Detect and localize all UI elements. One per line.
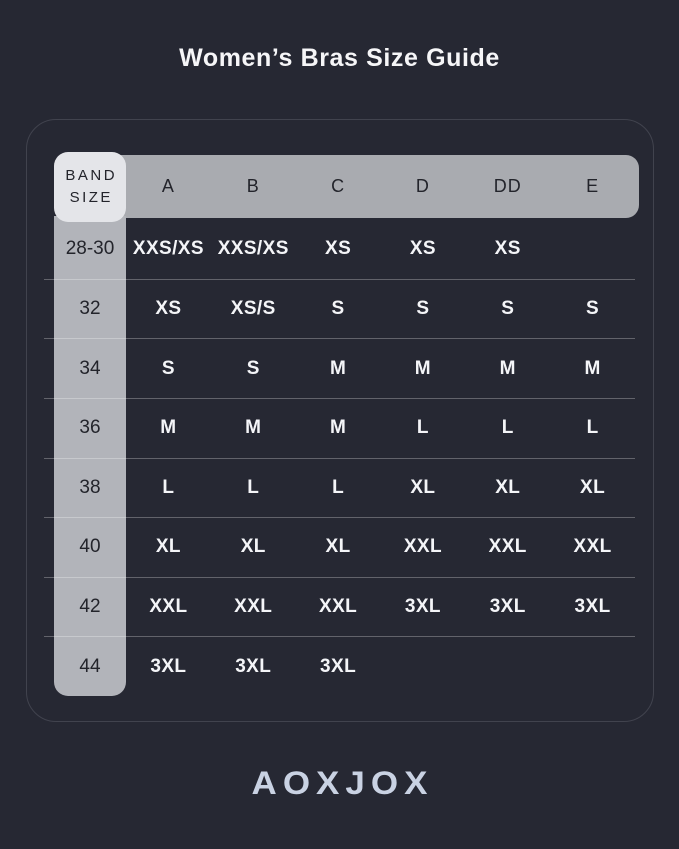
size-value-cell: XL [550,457,635,518]
band-size-cell: 40 [44,517,126,577]
size-value-cell: 3XL [126,636,211,696]
size-value-cell: XS [126,278,211,339]
size-value-cell: L [550,397,635,458]
size-table-panel: BAND SIZE A B C D DD E 28-30 XXS/XS XXS/XS XS XS XS… [26,119,654,722]
page-title: Women’s Bras Size Guide [179,44,500,72]
size-value-cell: M [210,397,296,458]
band-size-column-strip [54,216,126,696]
size-value-cell: M [295,397,381,458]
size-value-cell: XXS/XS [217,237,289,259]
size-value-cell: S [295,278,381,339]
size-value-cell: 3XL [210,636,296,696]
size-value-cell: 3XL [465,576,551,637]
band-size-cell: 36 [44,397,126,458]
size-value-cell: 3XL [550,576,635,637]
band-size-cell: 44 [44,636,126,696]
size-value-cell: XXL [550,517,635,577]
size-value-cell: XXL [380,517,466,577]
size-value-cell [550,219,635,279]
size-value-cell: XS [325,237,352,259]
cup-header-b: B [246,175,260,196]
size-value-cell: L [465,397,551,458]
size-value-cell: L [210,457,296,518]
brand-logo: AOXJOX [251,765,434,802]
band-size-cell: 42 [44,576,126,637]
size-value-cell: L [295,457,381,518]
cup-size-header-bar [56,155,639,218]
size-value-cell: M [295,338,381,398]
size-value-cell [465,636,551,696]
band-size-cell: 38 [44,457,126,518]
size-value-cell: L [380,397,466,458]
band-size-header-line1: BAND [65,166,118,184]
size-value-cell: XXS/XS [132,237,204,259]
size-value-cell: S [210,338,296,398]
cup-header-c: C [331,175,346,196]
size-value-cell [380,636,466,696]
size-value-cell: M [465,338,551,398]
cup-header-d: D [415,175,430,196]
size-value-cell: M [126,397,211,458]
size-value-cell: XL [380,457,466,518]
size-value-cell: XXL [210,576,296,637]
size-value-cell: XXL [465,517,551,577]
size-value-cell: XXL [126,576,211,637]
size-value-cell: XXL [295,576,381,637]
cup-header-a: A [161,175,175,196]
band-size-cell: 34 [44,338,126,398]
band-size-header-line2: SIZE [69,189,113,206]
size-value-cell: XS/S [210,278,296,339]
size-value-cell: XS [409,237,436,259]
size-value-cell: XL [295,517,381,577]
size-table: A B C D DD E 28-30 XXS/XS XXS/XS XS XS XS 32 XS XS/S S S… [44,153,635,696]
size-value-cell: S [465,278,551,339]
size-value-cell: L [126,457,211,518]
size-value-cell: S [380,278,466,339]
band-size-cell: 32 [44,278,126,339]
cup-header-e: E [586,175,600,196]
band-size-cell: 28-30 [65,237,115,259]
size-value-cell: 3XL [295,636,381,696]
size-value-cell [550,636,635,696]
size-value-cell: XL [465,457,551,518]
size-value-cell: XL [210,517,296,577]
size-value-cell: XS [494,237,521,259]
size-value-cell: M [380,338,466,398]
size-value-cell: M [550,338,635,398]
size-value-cell: XL [126,517,211,577]
size-value-cell: S [126,338,211,398]
size-value-cell: 3XL [380,576,466,637]
cup-header-dd: DD [493,175,522,196]
band-size-header-cell: BAND SIZE [54,152,126,222]
size-value-cell: S [550,278,635,339]
